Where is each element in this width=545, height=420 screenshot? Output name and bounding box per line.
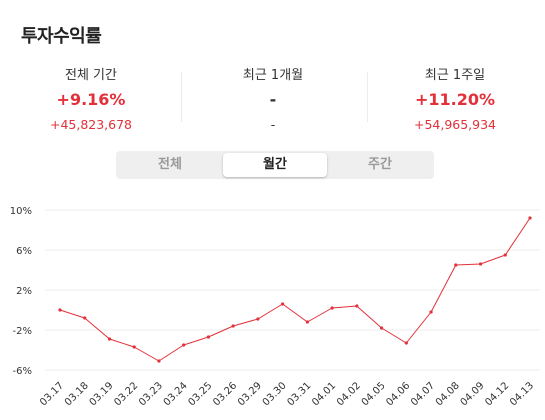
data-point (478, 262, 483, 266)
data-point (330, 306, 334, 310)
x-tick-label: 04.06 (384, 380, 412, 408)
x-tick-label: 03.22 (112, 380, 140, 408)
tab-monthly[interactable]: 월간 (223, 153, 327, 177)
data-point (355, 304, 359, 308)
stat-last-week: 최근 1주일 +11.20% +54,965,934 (364, 60, 545, 132)
tab-all[interactable]: 전체 (158, 157, 182, 172)
x-tick-label: 04.12 (483, 380, 511, 408)
x-tick-label: 03.24 (162, 380, 190, 408)
divider (181, 72, 182, 122)
stat-label: 전체 기간 (65, 68, 117, 83)
stat-label: 최근 1개월 (242, 68, 304, 83)
return-summary: 전체 기간 +9.16% +45,823,678 최근 1개월 - - 최근 1… (0, 60, 545, 140)
period-tabs: 전체 월간 주간 (116, 151, 434, 179)
data-point (182, 343, 186, 347)
x-tick-label: 03.19 (88, 380, 116, 408)
return-line-chart: 10%6%2%-2%-6%03.1703.1803.1903.2203.2303… (10, 206, 540, 408)
data-point (404, 341, 408, 345)
data-point (379, 326, 384, 330)
data-point (231, 324, 235, 328)
data-point (132, 345, 136, 349)
data-point (503, 253, 507, 257)
stat-amount: +54,965,934 (413, 117, 497, 132)
y-tick-label: 6% (16, 246, 32, 257)
tab-weekly[interactable]: 주간 (368, 157, 392, 172)
x-tick-label: 03.29 (236, 380, 264, 408)
x-tick-label: 03.25 (187, 380, 215, 408)
stat-last-month: 최근 1개월 - - (182, 60, 364, 132)
stat-percent: +11.20% (414, 90, 496, 109)
y-tick-label: -6% (13, 366, 32, 377)
x-tick-label: 04.08 (434, 380, 462, 408)
data-point (206, 335, 211, 339)
divider (367, 72, 368, 122)
x-tick-label: 04.05 (360, 380, 388, 408)
x-tick-label: 03.30 (261, 380, 289, 408)
data-point (528, 216, 532, 220)
x-tick-label: 04.09 (459, 380, 487, 408)
y-tick-label: 2% (16, 286, 32, 297)
page-title: 투자수익률 (21, 26, 102, 47)
x-tick-label: 03.31 (285, 380, 313, 408)
stat-amount: - (270, 117, 276, 132)
y-tick-label: -2% (13, 326, 32, 337)
data-point (58, 308, 62, 312)
x-tick-label: 03.26 (211, 380, 239, 408)
data-point (157, 359, 161, 363)
data-point (107, 337, 112, 341)
y-tick-label: 10% (10, 206, 32, 217)
x-tick-label: 03.17 (38, 380, 66, 408)
x-tick-label: 03.23 (137, 380, 165, 408)
data-point (429, 310, 433, 314)
stat-percent: +9.16% (56, 90, 126, 109)
stat-total-period: 전체 기간 +9.16% +45,823,678 (0, 60, 182, 132)
x-tick-label: 04.07 (409, 380, 437, 408)
x-tick-label: 04.02 (335, 380, 363, 408)
x-tick-label: 03.18 (63, 380, 91, 408)
x-tick-label: 04.01 (310, 380, 338, 408)
x-tick-label: 04.13 (508, 380, 536, 408)
stat-label: 최근 1주일 (424, 68, 486, 83)
stat-percent: - (269, 90, 277, 109)
data-point (305, 320, 309, 324)
data-point (256, 317, 260, 321)
series-line (59, 217, 531, 362)
stat-amount: +45,823,678 (49, 117, 133, 132)
data-point (454, 263, 458, 267)
data-point (83, 316, 87, 320)
data-point (281, 302, 285, 306)
